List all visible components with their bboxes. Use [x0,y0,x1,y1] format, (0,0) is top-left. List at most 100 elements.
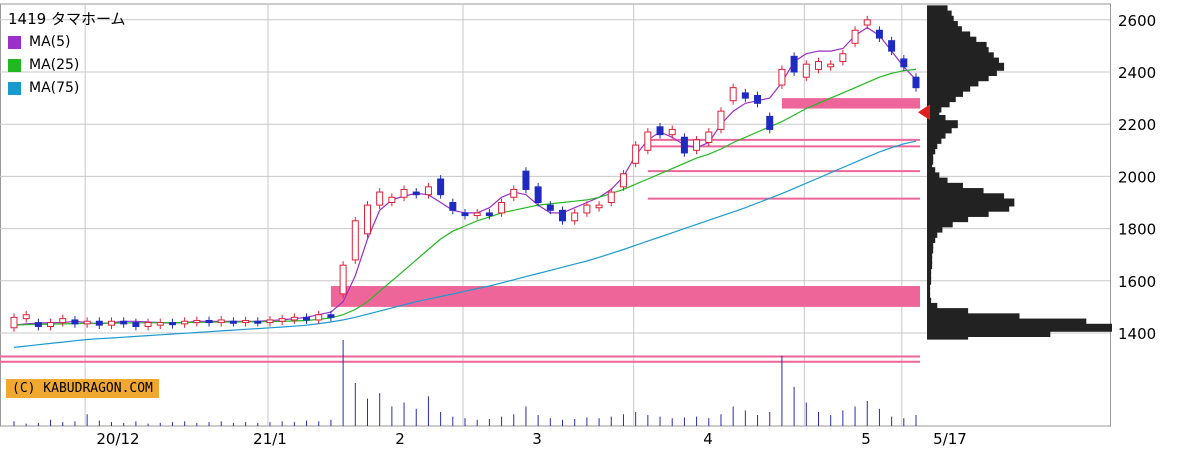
candle-body [754,94,762,104]
candle-body [144,322,152,327]
profile-bar [927,36,977,45]
profile-bar [927,135,942,144]
candle-body [900,58,908,68]
candle-body [693,139,701,151]
candle-body [741,92,749,99]
candle-body [327,314,335,318]
ma-line-MA75 [13,140,917,348]
candle-body [814,61,822,70]
candle-body [59,318,67,324]
profile-bar [927,203,1010,212]
candle-body [363,204,371,235]
candle-body [205,319,213,324]
candle-body [22,314,30,320]
candle-body [632,144,640,164]
profile-bar [927,109,940,118]
profile-bar [927,41,987,50]
profile-bar [927,146,936,155]
copyright-badge: (C) KABUDRAGON.COM [6,379,159,398]
candle-body [181,320,189,325]
candle-body [412,191,420,196]
profile-bar [927,331,969,340]
candle-body [717,110,725,130]
candle-body [619,173,627,188]
x-tick-label: 5 [861,430,871,448]
profile-bar [927,57,999,66]
candle-body [83,320,91,325]
candle-body [437,178,445,196]
profile-bar [927,83,971,92]
chart-title: 1419 タマホーム [8,8,126,31]
profile-bar [927,31,971,40]
candle-body [656,126,664,136]
profile-bar [927,104,942,113]
candle-body [339,264,347,295]
profile-bar [927,26,962,35]
profile-bar [927,271,932,280]
stock-code: 1419 [8,10,47,28]
profile-bar [927,52,994,61]
candle-body [303,316,311,321]
profile-bar [927,182,963,191]
legend-item-ma75: MA(75) [8,77,126,100]
profile-bar [927,198,1015,207]
x-axis-labels: 20/12 21/1 2 3 4 5 5/17 [96,430,966,448]
profile-bar [927,47,989,56]
profile-bar [927,224,943,233]
x-tick-label: 20/12 [96,430,139,448]
candle-body [680,136,688,154]
candle-body [912,76,920,89]
candle-body [449,202,457,211]
candle-body [705,131,713,143]
y-tick-label: 2600 [1118,12,1156,30]
profile-bar [927,125,952,134]
candle-body [595,204,603,209]
candle-body [95,320,103,326]
profile-bar [927,177,948,186]
candle-body [254,320,262,324]
x-tick-label: 21/1 [253,430,287,448]
y-tick-label: 2000 [1118,168,1156,186]
candle-body [888,40,896,52]
candle-body [217,319,225,324]
candle-body [168,322,176,326]
candle-body [278,318,286,322]
candle-body [315,314,323,321]
candle-body [71,319,79,325]
x-tick-label: 3 [532,430,542,448]
profile-bar [927,313,1020,322]
x-tick-label: 5/17 [933,430,967,448]
candle-body [668,128,676,136]
x-tick-label: 4 [703,430,713,448]
profile-bar [927,235,936,244]
profile-bar [927,297,932,306]
candle-body [827,63,835,68]
legend-swatch-ma5 [8,36,21,49]
profile-bar [927,329,1051,337]
candle-body [193,319,201,324]
legend-label-ma75: MA(75) [29,80,80,96]
candle-body [863,19,871,26]
candle-body [607,191,615,203]
profile-bar [927,229,938,238]
profile-bar [927,318,1087,327]
profile-bar [927,99,950,108]
profile-bar [927,15,954,24]
ma-line-MA25 [13,68,917,326]
candle-body [108,320,116,326]
profile-bar [927,161,933,170]
profile-bar [927,245,934,254]
candle-body [802,63,810,78]
price-bands [330,98,920,307]
profile-bar [927,302,938,311]
y-tick-label: 1600 [1118,273,1156,291]
candle-body [132,322,140,327]
candle-body [290,316,298,321]
candle-body [376,191,384,206]
profile-bar [927,323,1112,332]
y-tick-label: 1800 [1118,221,1156,239]
profile-bar [927,21,958,30]
candle-body [559,209,567,222]
profile-bar [927,78,979,87]
profile-bar [927,188,984,197]
